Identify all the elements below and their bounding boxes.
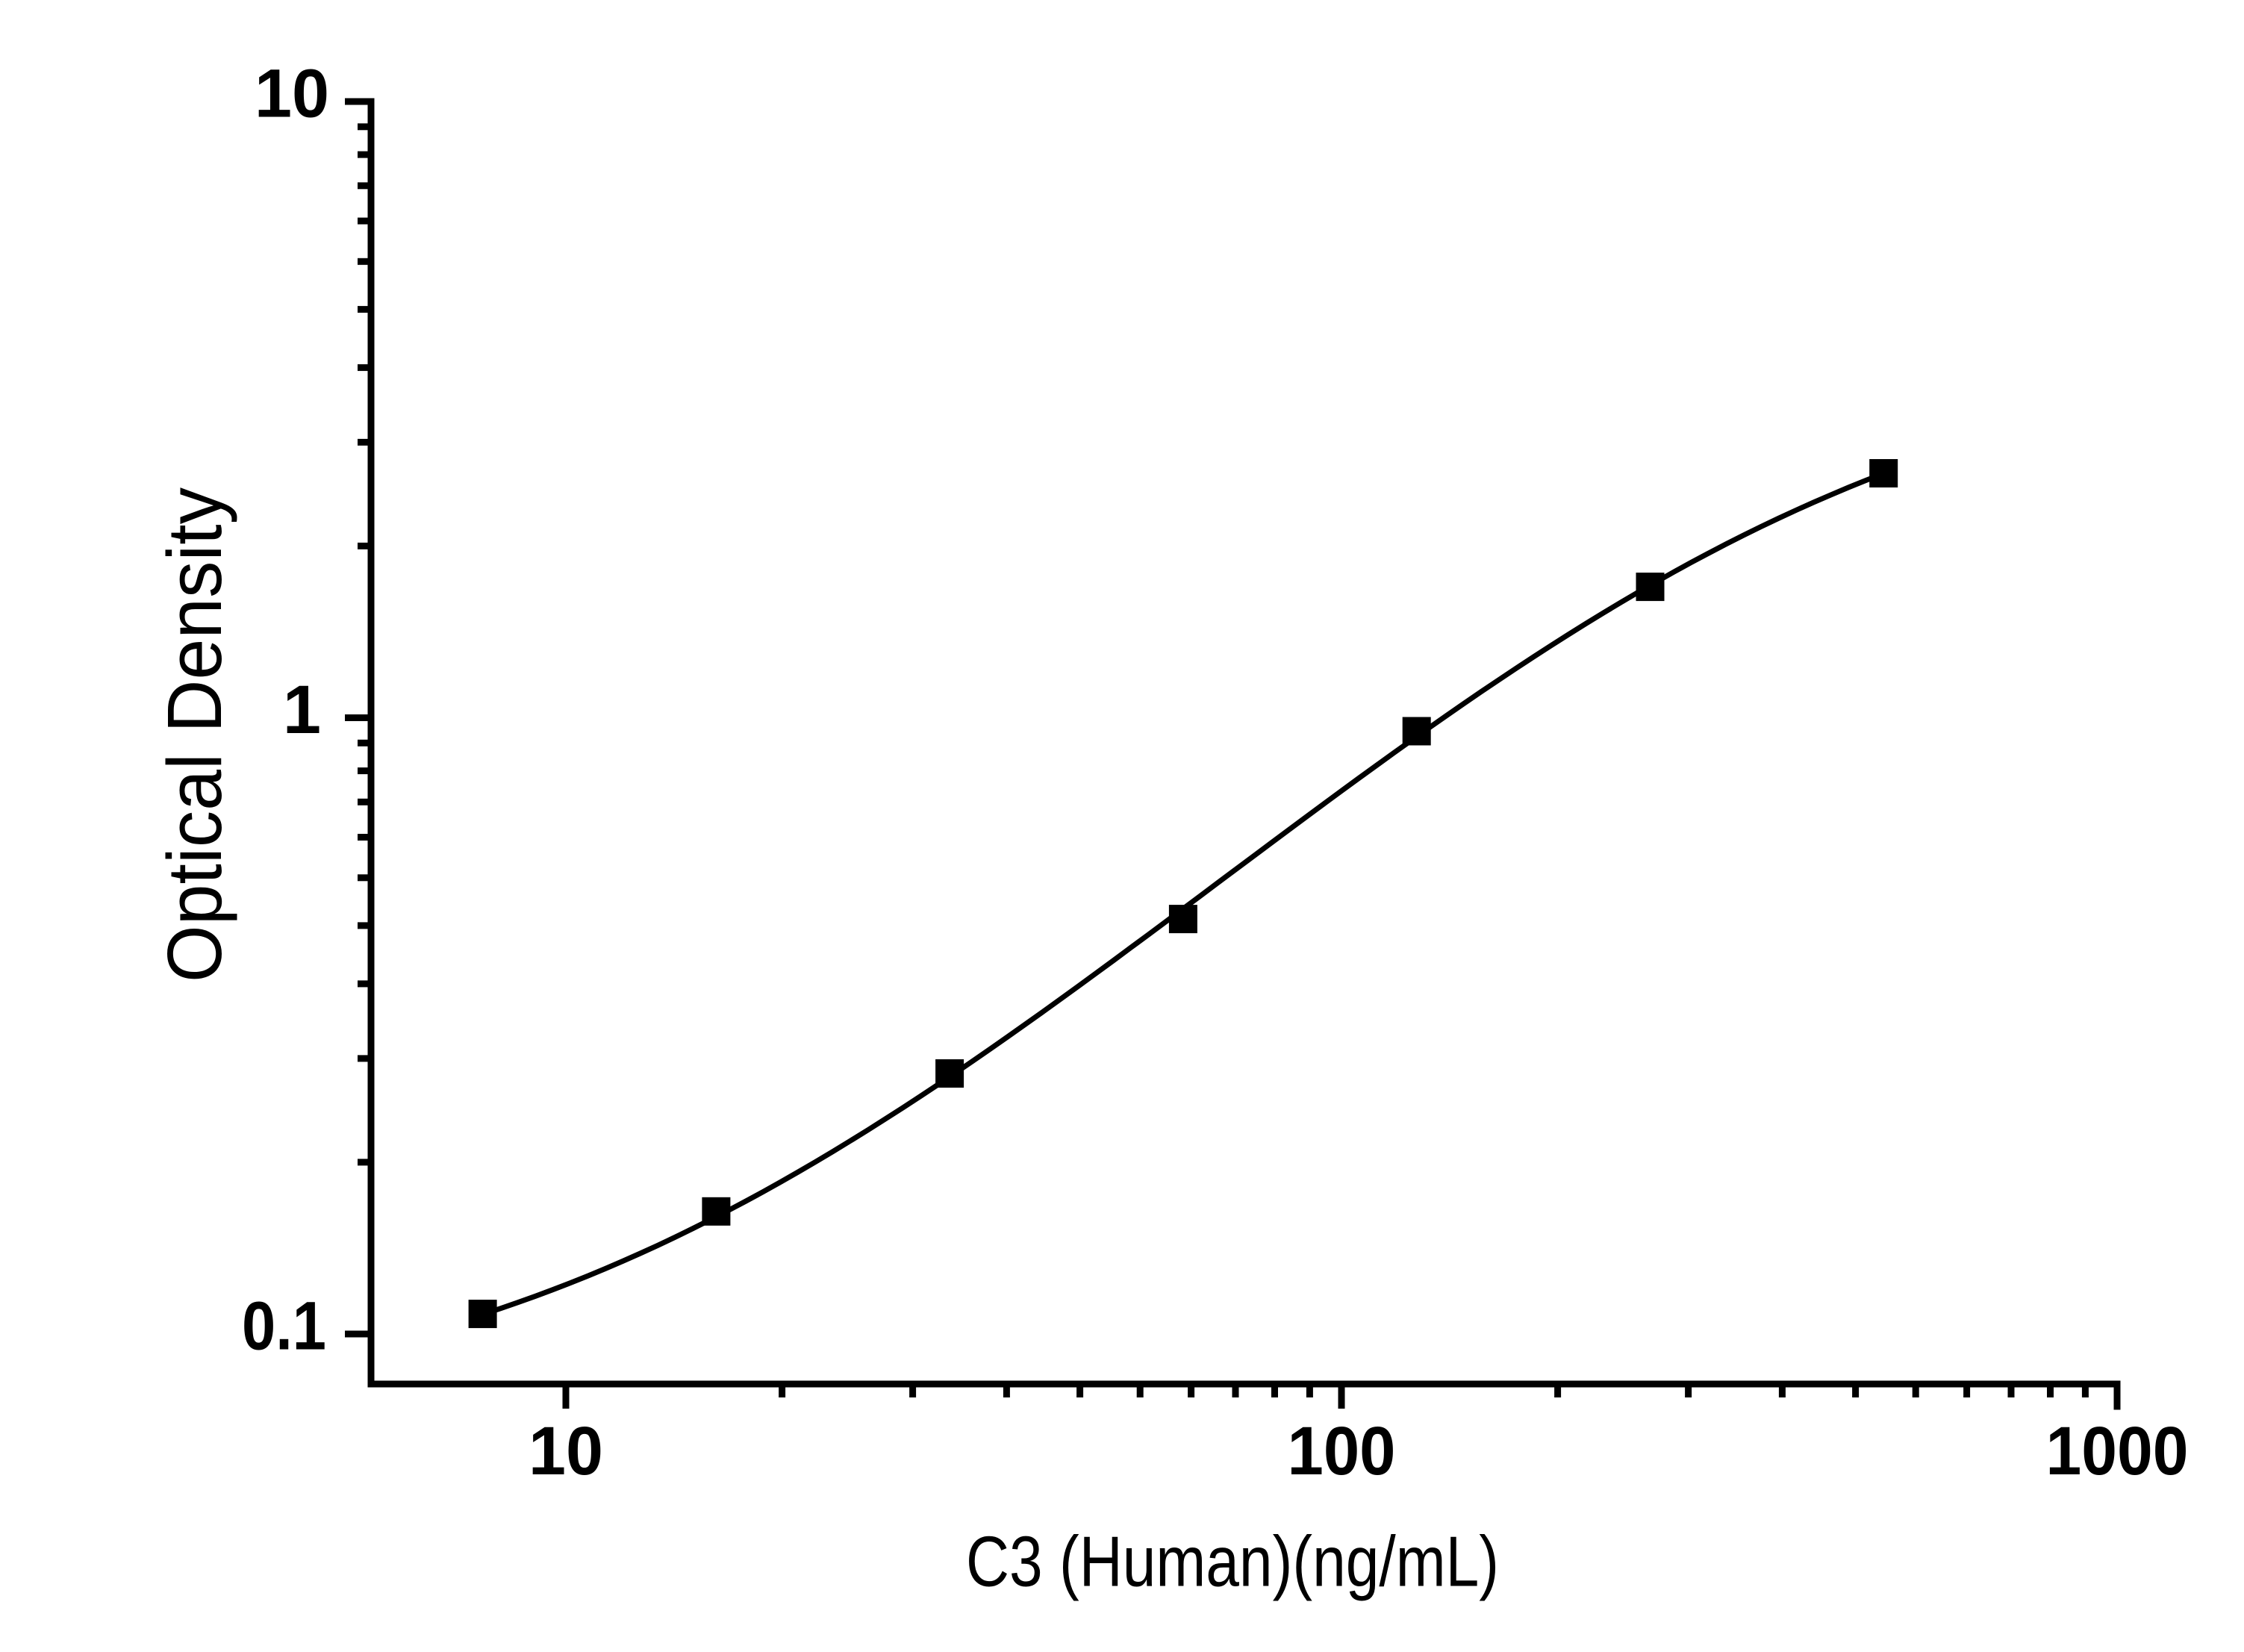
- svg-text:1000: 1000: [2046, 1413, 2189, 1489]
- svg-text:Optical Density: Optical Density: [152, 487, 237, 982]
- svg-text:10: 10: [529, 1413, 603, 1489]
- svg-text:10: 10: [255, 56, 329, 132]
- svg-text:1: 1: [283, 672, 321, 748]
- svg-text:C3 (Human)(ng/mL): C3 (Human)(ng/mL): [966, 1522, 1499, 1602]
- svg-text:0.1: 0.1: [242, 1288, 326, 1365]
- svg-text:100: 100: [1288, 1413, 1396, 1489]
